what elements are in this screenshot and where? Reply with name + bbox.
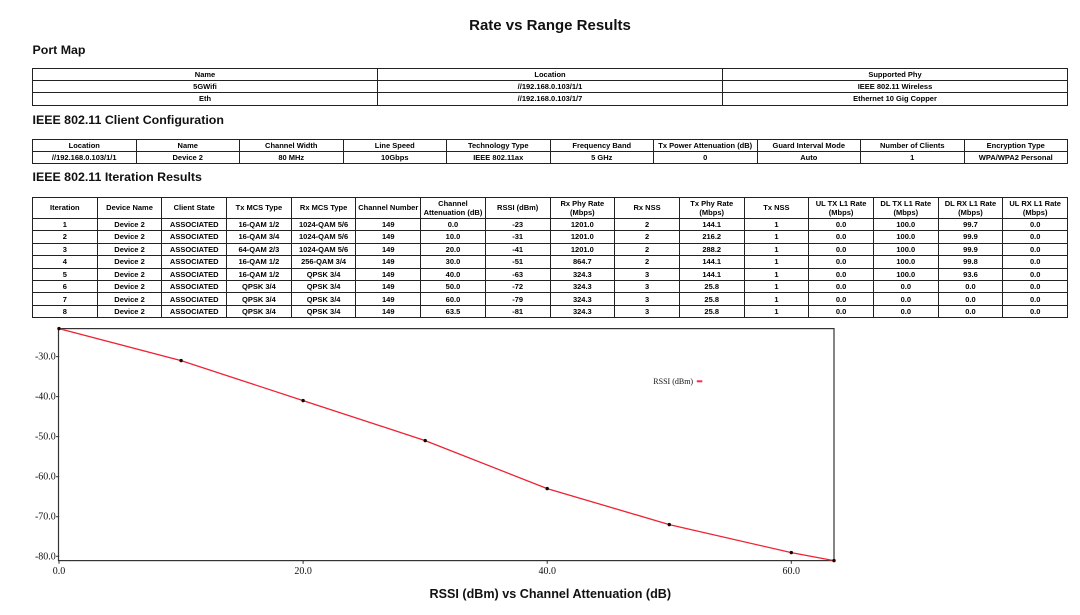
svg-text:0.0: 0.0 (53, 566, 66, 577)
svg-text:RSSI (dBm) vs Channel Attenuat: RSSI (dBm) vs Channel Attenuation (dB) (429, 587, 671, 601)
svg-text:-30.0: -30.0 (35, 352, 56, 363)
svg-text:RSSI (dBm): RSSI (dBm) (653, 377, 693, 386)
svg-text:-40.0: -40.0 (35, 392, 56, 403)
svg-text:-50.0: -50.0 (35, 432, 56, 443)
svg-text:40.0: 40.0 (538, 566, 556, 577)
svg-text:20.0: 20.0 (294, 566, 312, 577)
svg-text:-80.0: -80.0 (35, 551, 56, 562)
svg-text:-70.0: -70.0 (35, 512, 56, 523)
svg-text:60.0: 60.0 (783, 566, 801, 577)
svg-text:-60.0: -60.0 (35, 472, 56, 483)
